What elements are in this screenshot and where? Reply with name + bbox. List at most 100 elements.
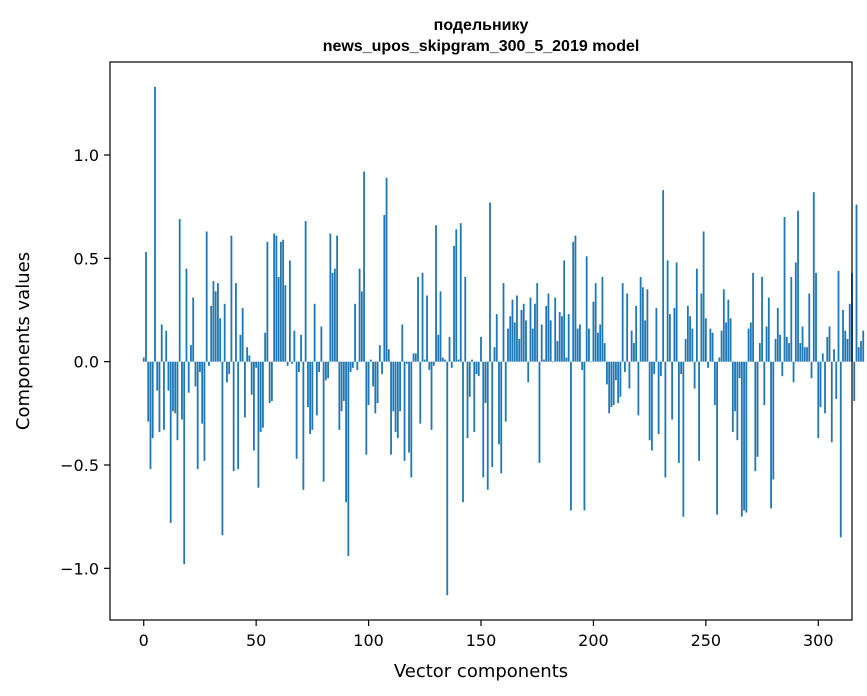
bar bbox=[650, 361, 653, 451]
bar bbox=[257, 361, 260, 488]
bar bbox=[770, 361, 772, 509]
bar bbox=[502, 283, 505, 362]
bar bbox=[693, 361, 696, 389]
bar bbox=[241, 307, 244, 362]
bar bbox=[192, 297, 195, 362]
bar bbox=[423, 359, 426, 362]
bar bbox=[860, 341, 862, 362]
bar bbox=[163, 361, 165, 430]
bar bbox=[165, 330, 168, 362]
bar bbox=[336, 235, 338, 362]
bar bbox=[187, 361, 190, 393]
bar bbox=[354, 303, 356, 362]
x-tick-label: 100 bbox=[353, 631, 384, 650]
bar bbox=[358, 268, 361, 362]
bar bbox=[689, 316, 692, 362]
bar bbox=[572, 241, 575, 362]
bar bbox=[329, 233, 332, 362]
bar bbox=[486, 361, 489, 490]
bar bbox=[799, 343, 802, 362]
bar bbox=[682, 361, 685, 517]
bar bbox=[190, 345, 192, 362]
bar bbox=[758, 343, 761, 362]
bar bbox=[279, 241, 282, 362]
bar bbox=[300, 334, 303, 362]
bar bbox=[774, 338, 777, 362]
bar bbox=[237, 361, 240, 470]
bar bbox=[695, 268, 698, 362]
bar bbox=[738, 361, 741, 379]
bar bbox=[567, 314, 570, 362]
bar bbox=[174, 361, 177, 414]
bar bbox=[441, 357, 444, 362]
bar bbox=[826, 336, 829, 362]
bar bbox=[221, 361, 224, 536]
bar bbox=[525, 320, 527, 362]
bar bbox=[626, 293, 629, 362]
bar bbox=[538, 361, 541, 463]
bar bbox=[500, 361, 503, 474]
bar bbox=[761, 276, 763, 362]
bar bbox=[268, 361, 271, 403]
bar bbox=[835, 361, 838, 399]
bar bbox=[304, 221, 307, 362]
bar bbox=[435, 225, 437, 362]
bar bbox=[291, 361, 294, 364]
bar bbox=[309, 361, 312, 434]
bar bbox=[747, 328, 750, 362]
bar bbox=[455, 229, 458, 362]
bar bbox=[378, 345, 381, 362]
bar bbox=[473, 361, 476, 432]
bar bbox=[702, 231, 705, 362]
bar bbox=[700, 293, 703, 362]
x-axis-ticks: 0 50 100 150 200 250 300 bbox=[139, 620, 834, 650]
bar bbox=[662, 190, 665, 362]
bar bbox=[432, 361, 435, 366]
bar bbox=[178, 219, 181, 362]
x-axis-label: Vector components bbox=[394, 661, 568, 682]
bar bbox=[570, 361, 572, 511]
bar bbox=[306, 361, 309, 408]
bar bbox=[392, 361, 395, 412]
bar bbox=[839, 361, 842, 538]
bar bbox=[565, 357, 568, 362]
bar bbox=[205, 231, 208, 362]
bar bbox=[430, 361, 433, 430]
bar bbox=[464, 276, 467, 362]
bar bbox=[776, 307, 779, 362]
bar bbox=[633, 343, 635, 362]
bar bbox=[518, 338, 521, 362]
bar bbox=[833, 349, 835, 362]
bar bbox=[450, 361, 453, 368]
bar bbox=[788, 343, 790, 362]
bar bbox=[410, 361, 413, 478]
bar bbox=[248, 355, 251, 362]
bar bbox=[266, 241, 269, 362]
bar bbox=[797, 210, 799, 362]
bar bbox=[536, 283, 539, 362]
bar bbox=[718, 357, 721, 362]
bar bbox=[365, 361, 368, 455]
bar bbox=[716, 361, 718, 515]
bar bbox=[282, 239, 285, 362]
bar bbox=[646, 289, 649, 362]
bar bbox=[763, 361, 766, 406]
bar bbox=[295, 361, 298, 459]
bar bbox=[264, 332, 267, 362]
bar bbox=[342, 361, 345, 401]
bar bbox=[603, 343, 606, 362]
bar bbox=[601, 276, 604, 362]
bar bbox=[302, 361, 305, 490]
bar bbox=[599, 324, 602, 362]
bar bbox=[297, 361, 300, 372]
bar bbox=[790, 276, 793, 362]
bar bbox=[232, 361, 235, 472]
bar bbox=[554, 297, 557, 362]
bar bbox=[817, 361, 820, 439]
bar bbox=[691, 328, 694, 362]
bar bbox=[801, 326, 804, 362]
bar bbox=[149, 361, 152, 470]
bar bbox=[331, 272, 334, 362]
bar bbox=[752, 272, 754, 362]
